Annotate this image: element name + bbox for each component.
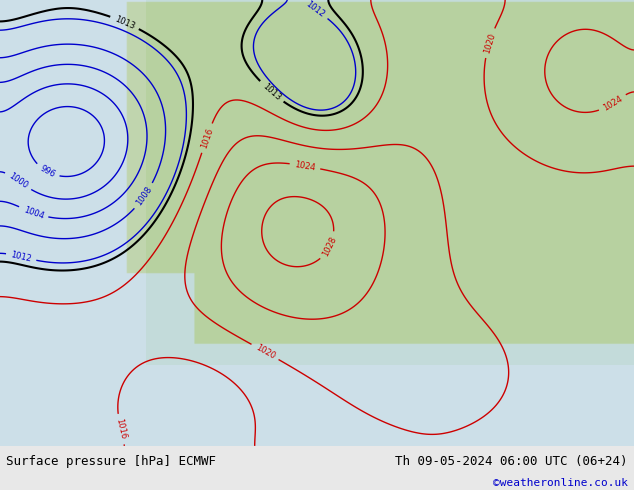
Text: 1000: 1000 <box>7 172 30 191</box>
Text: 1024: 1024 <box>294 160 316 172</box>
Bar <box>146 0 634 365</box>
Text: 1016: 1016 <box>115 418 128 441</box>
Text: 1013: 1013 <box>261 81 282 102</box>
Text: Surface pressure [hPa] ECMWF: Surface pressure [hPa] ECMWF <box>6 455 216 468</box>
Text: 1024: 1024 <box>602 94 624 113</box>
Text: 1012: 1012 <box>304 0 327 19</box>
Text: 1020: 1020 <box>254 343 276 361</box>
Text: ©weatheronline.co.uk: ©weatheronline.co.uk <box>493 478 628 489</box>
Text: 1016: 1016 <box>199 126 214 149</box>
Text: 1028: 1028 <box>321 235 339 258</box>
Text: 1004: 1004 <box>22 205 45 220</box>
Text: 1013: 1013 <box>113 14 136 31</box>
Text: 996: 996 <box>38 164 56 179</box>
Text: 1008: 1008 <box>134 185 154 207</box>
Text: Th 09-05-2024 06:00 UTC (06+24): Th 09-05-2024 06:00 UTC (06+24) <box>395 455 628 468</box>
Text: 1012: 1012 <box>10 250 32 264</box>
Text: 1020: 1020 <box>482 31 496 54</box>
